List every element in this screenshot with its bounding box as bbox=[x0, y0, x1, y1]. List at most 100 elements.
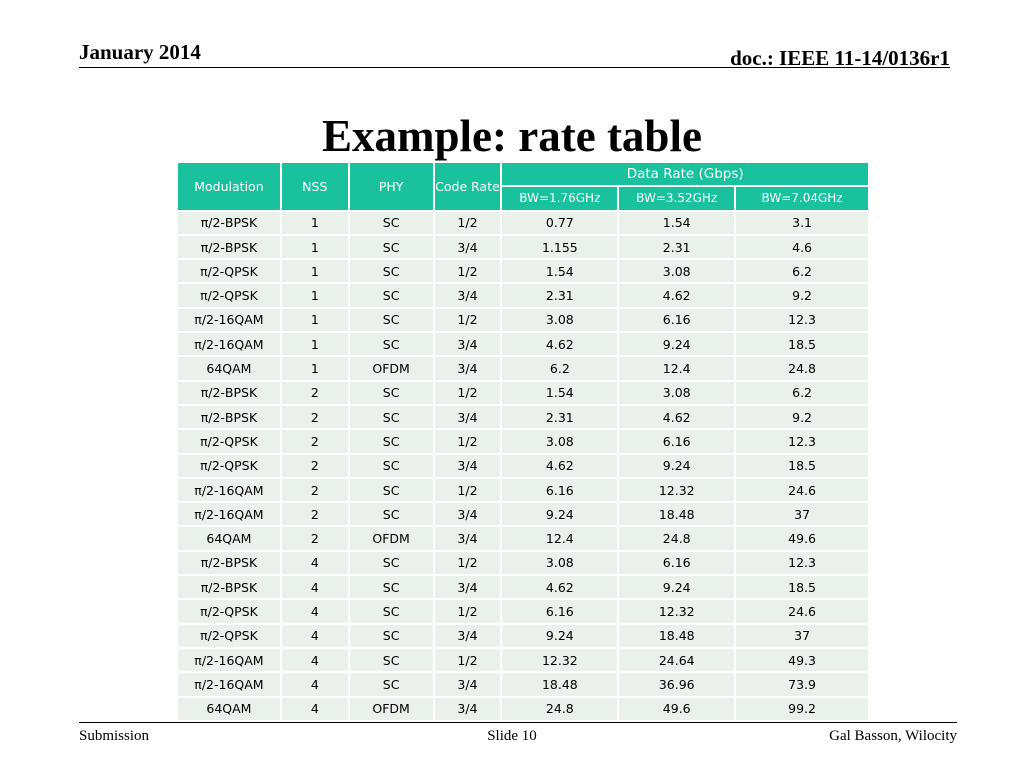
cell-modulation: π/2-BPSK bbox=[178, 211, 280, 234]
cell-bw-1: 24.8 bbox=[502, 697, 618, 720]
cell-code-rate: 3/4 bbox=[434, 503, 501, 526]
cell-bw-1: 2.31 bbox=[502, 284, 618, 307]
cell-nss: 2 bbox=[281, 430, 348, 453]
cell-phy: SC bbox=[349, 576, 433, 599]
cell-code-rate: 1/2 bbox=[434, 600, 501, 623]
cell-modulation: π/2-BPSK bbox=[178, 551, 280, 575]
cell-bw-3: 73.9 bbox=[736, 673, 868, 696]
cell-code-rate: 3/4 bbox=[434, 235, 501, 259]
cell-modulation: π/2-16QAM bbox=[178, 478, 280, 502]
cell-nss: 2 bbox=[281, 405, 348, 429]
cell-nss: 2 bbox=[281, 478, 348, 502]
cell-bw-2: 9.24 bbox=[619, 454, 735, 477]
cell-nss: 4 bbox=[281, 600, 348, 623]
cell-bw-1: 3.08 bbox=[502, 430, 618, 453]
cell-bw-3: 49.6 bbox=[736, 527, 868, 550]
table-row: π/2-QPSK 2 SC 1/2 3.08 6.16 12.3 bbox=[178, 430, 868, 453]
cell-bw-1: 1.54 bbox=[502, 381, 618, 404]
cell-nss: 1 bbox=[281, 211, 348, 234]
table-row: π/2-QPSK 1 SC 3/4 2.31 4.62 9.2 bbox=[178, 284, 868, 307]
cell-modulation: 64QAM bbox=[178, 527, 280, 550]
cell-bw-2: 9.24 bbox=[619, 333, 735, 356]
cell-phy: SC bbox=[349, 381, 433, 404]
table-header-row: Modulation NSS PHY Code Rate Data Rate (… bbox=[178, 163, 868, 210]
header-doc-id: doc.: IEEE 11-14/0136r1 bbox=[730, 46, 950, 70]
cell-modulation: 64QAM bbox=[178, 697, 280, 720]
cell-phy: SC bbox=[349, 260, 433, 283]
cell-bw-1: 4.62 bbox=[502, 333, 618, 356]
col-header-nss: NSS bbox=[281, 163, 348, 210]
table-row: π/2-BPSK 1 SC 3/4 1.155 2.31 4.6 bbox=[178, 235, 868, 259]
cell-bw-2: 49.6 bbox=[619, 697, 735, 720]
table-row: π/2-16QAM 2 SC 1/2 6.16 12.32 24.6 bbox=[178, 478, 868, 502]
cell-bw-1: 3.08 bbox=[502, 308, 618, 332]
cell-bw-2: 3.08 bbox=[619, 381, 735, 404]
cell-code-rate: 1/2 bbox=[434, 551, 501, 575]
cell-bw-1: 4.62 bbox=[502, 454, 618, 477]
cell-code-rate: 3/4 bbox=[434, 697, 501, 720]
cell-bw-1: 2.31 bbox=[502, 405, 618, 429]
cell-bw-3: 12.3 bbox=[736, 551, 868, 575]
cell-modulation: π/2-QPSK bbox=[178, 284, 280, 307]
cell-nss: 4 bbox=[281, 551, 348, 575]
cell-bw-3: 99.2 bbox=[736, 697, 868, 720]
cell-phy: SC bbox=[349, 624, 433, 647]
col-header-phy: PHY bbox=[349, 163, 433, 210]
cell-bw-2: 6.16 bbox=[619, 430, 735, 453]
cell-bw-1: 6.16 bbox=[502, 478, 618, 502]
cell-code-rate: 3/4 bbox=[434, 576, 501, 599]
cell-bw-3: 24.8 bbox=[736, 357, 868, 380]
cell-modulation: π/2-16QAM bbox=[178, 648, 280, 672]
cell-bw-2: 6.16 bbox=[619, 551, 735, 575]
cell-code-rate: 3/4 bbox=[434, 405, 501, 429]
cell-code-rate: 3/4 bbox=[434, 357, 501, 380]
cell-phy: SC bbox=[349, 648, 433, 672]
cell-code-rate: 1/2 bbox=[434, 381, 501, 404]
cell-nss: 1 bbox=[281, 284, 348, 307]
table-row: π/2-BPSK 1 SC 1/2 0.77 1.54 3.1 bbox=[178, 211, 868, 234]
table-row: π/2-QPSK 1 SC 1/2 1.54 3.08 6.2 bbox=[178, 260, 868, 283]
cell-bw-1: 6.2 bbox=[502, 357, 618, 380]
cell-bw-3: 4.6 bbox=[736, 235, 868, 259]
cell-bw-3: 9.2 bbox=[736, 284, 868, 307]
cell-bw-2: 4.62 bbox=[619, 284, 735, 307]
cell-modulation: π/2-QPSK bbox=[178, 430, 280, 453]
cell-bw-3: 6.2 bbox=[736, 260, 868, 283]
cell-bw-2: 12.32 bbox=[619, 600, 735, 623]
table-row: 64QAM 4 OFDM 3/4 24.8 49.6 99.2 bbox=[178, 697, 868, 720]
cell-modulation: π/2-QPSK bbox=[178, 624, 280, 647]
cell-bw-1: 1.155 bbox=[502, 235, 618, 259]
cell-bw-2: 36.96 bbox=[619, 673, 735, 696]
cell-modulation: π/2-BPSK bbox=[178, 405, 280, 429]
cell-bw-1: 9.24 bbox=[502, 503, 618, 526]
header-divider bbox=[79, 67, 950, 68]
cell-phy: SC bbox=[349, 673, 433, 696]
cell-bw-1: 12.32 bbox=[502, 648, 618, 672]
cell-code-rate: 3/4 bbox=[434, 624, 501, 647]
cell-phy: SC bbox=[349, 454, 433, 477]
cell-bw-1: 3.08 bbox=[502, 551, 618, 575]
cell-code-rate: 3/4 bbox=[434, 333, 501, 356]
cell-bw-3: 12.3 bbox=[736, 308, 868, 332]
cell-bw-2: 6.16 bbox=[619, 308, 735, 332]
cell-modulation: π/2-16QAM bbox=[178, 673, 280, 696]
cell-modulation: π/2-QPSK bbox=[178, 600, 280, 623]
table-row: π/2-16QAM 1 SC 3/4 4.62 9.24 18.5 bbox=[178, 333, 868, 356]
cell-code-rate: 3/4 bbox=[434, 673, 501, 696]
cell-phy: SC bbox=[349, 284, 433, 307]
cell-nss: 1 bbox=[281, 260, 348, 283]
cell-phy: SC bbox=[349, 430, 433, 453]
slide-title: Example: rate table bbox=[322, 111, 702, 161]
cell-bw-1: 1.54 bbox=[502, 260, 618, 283]
col-header-modulation: Modulation bbox=[178, 163, 280, 210]
cell-phy: SC bbox=[349, 405, 433, 429]
cell-modulation: 64QAM bbox=[178, 357, 280, 380]
cell-bw-2: 24.64 bbox=[619, 648, 735, 672]
cell-bw-3: 12.3 bbox=[736, 430, 868, 453]
cell-bw-1: 18.48 bbox=[502, 673, 618, 696]
col-header-bw-2: BW=3.52GHz bbox=[619, 187, 735, 210]
rate-table: Modulation NSS PHY Code Rate Data Rate (… bbox=[176, 161, 870, 722]
table-body: π/2-BPSK 1 SC 1/2 0.77 1.54 3.1 π/2-BPSK 1 SC 3/4 1… bbox=[178, 211, 868, 720]
table-row: π/2-QPSK 4 SC 3/4 9.24 18.48 37 bbox=[178, 624, 868, 647]
cell-phy: SC bbox=[349, 600, 433, 623]
